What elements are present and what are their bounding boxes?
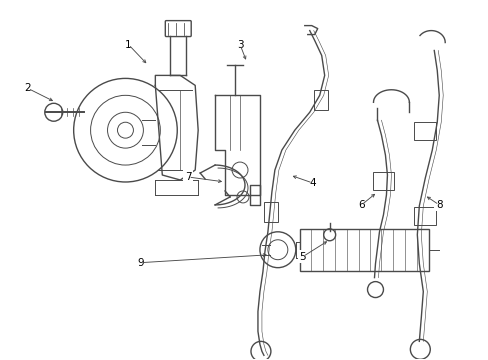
Bar [413,122,435,140]
Bar [299,229,428,271]
Text: 3: 3 [236,40,243,50]
Text: 6: 6 [358,200,364,210]
Text: 5: 5 [299,252,305,262]
Text: 8: 8 [435,200,442,210]
Bar [413,207,435,225]
Text: 9: 9 [137,258,143,268]
Text: 7: 7 [184,172,191,182]
Text: 2: 2 [24,84,31,93]
Text: 1: 1 [125,40,131,50]
Bar [264,202,277,222]
Text: 4: 4 [309,178,315,188]
Bar [313,90,327,110]
Bar [372,172,394,190]
